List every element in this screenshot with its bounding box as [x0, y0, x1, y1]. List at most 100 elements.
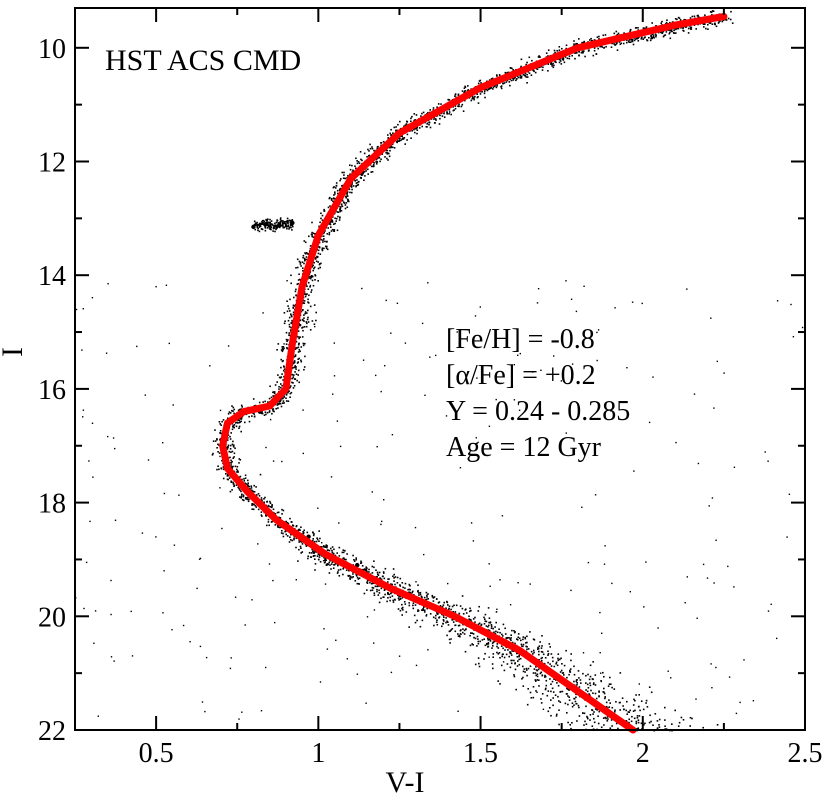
- star-point: [632, 43, 635, 46]
- star-point: [448, 607, 450, 610]
- star-point: [373, 594, 376, 596]
- star-point: [729, 18, 732, 21]
- star-point: [283, 322, 286, 325]
- star-point: [487, 626, 489, 628]
- star-point: [321, 542, 323, 544]
- star-point: [596, 359, 598, 362]
- star-point: [290, 226, 292, 229]
- star-point: [255, 486, 257, 488]
- star-point: [652, 34, 655, 36]
- star-point: [386, 600, 388, 603]
- star-point: [219, 409, 222, 412]
- star-point: [460, 633, 462, 635]
- star-point: [380, 587, 383, 590]
- star-point: [304, 241, 307, 244]
- star-point: [607, 685, 610, 687]
- star-point: [267, 222, 269, 224]
- star-point: [345, 558, 347, 561]
- star-point: [282, 379, 284, 381]
- star-point: [469, 607, 471, 610]
- star-point: [462, 613, 465, 615]
- star-point: [324, 557, 327, 560]
- star-point: [287, 391, 289, 394]
- star-point: [578, 686, 581, 688]
- star-point: [488, 621, 490, 624]
- star-point: [343, 174, 345, 176]
- star-point: [547, 49, 550, 51]
- star-point: [281, 384, 283, 387]
- star-point: [568, 696, 570, 698]
- star-point: [536, 68, 539, 70]
- star-point: [565, 280, 567, 282]
- star-point: [280, 220, 282, 223]
- star-point: [406, 139, 408, 141]
- star-point: [578, 38, 580, 40]
- star-point: [231, 428, 234, 431]
- star-point: [235, 484, 238, 486]
- star-point: [522, 685, 525, 687]
- star-point: [683, 30, 685, 32]
- star-point: [545, 687, 547, 690]
- star-point: [320, 217, 322, 220]
- star-point: [271, 412, 273, 415]
- star-point: [227, 413, 230, 415]
- star-point: [485, 620, 488, 623]
- star-point: [376, 161, 379, 163]
- star-point: [447, 582, 449, 585]
- x-tick-label: 0.5: [139, 738, 174, 769]
- star-point: [288, 228, 290, 230]
- star-point: [300, 359, 302, 362]
- star-point: [375, 374, 377, 377]
- star-point: [258, 226, 261, 228]
- star-point: [478, 622, 481, 625]
- star-point: [414, 119, 416, 121]
- star-point: [524, 636, 526, 639]
- star-point: [404, 582, 407, 585]
- star-point: [330, 226, 332, 228]
- star-point: [443, 616, 445, 619]
- star-point: [375, 585, 377, 588]
- star-point: [516, 78, 518, 80]
- star-point: [171, 629, 173, 631]
- star-point: [522, 645, 524, 648]
- star-point: [234, 596, 237, 598]
- star-point: [652, 724, 654, 726]
- star-point: [541, 635, 543, 637]
- star-point: [398, 595, 400, 598]
- star-point: [586, 716, 589, 719]
- star-point: [313, 262, 315, 264]
- star-point: [573, 43, 575, 45]
- star-point: [471, 643, 473, 645]
- star-point: [713, 407, 715, 409]
- star-point: [496, 74, 498, 76]
- star-point: [569, 669, 571, 672]
- star-point: [528, 56, 531, 59]
- star-point: [354, 180, 356, 182]
- star-point: [298, 381, 300, 384]
- star-point: [534, 71, 537, 74]
- star-point: [306, 312, 308, 314]
- star-point: [220, 424, 222, 426]
- star-point: [372, 164, 375, 166]
- star-point: [333, 229, 336, 231]
- star-point: [484, 88, 487, 91]
- star-point: [363, 179, 365, 181]
- star-point: [435, 119, 437, 121]
- star-point: [439, 117, 441, 120]
- star-point: [253, 223, 256, 226]
- star-point: [282, 509, 285, 512]
- star-point: [112, 437, 115, 439]
- star-point: [376, 575, 378, 578]
- star-point: [228, 411, 231, 413]
- star-point: [377, 594, 380, 596]
- star-point: [366, 156, 368, 158]
- y-tick-label: 12: [38, 147, 66, 178]
- star-point: [669, 21, 671, 24]
- star-point: [247, 482, 249, 484]
- star-point: [633, 698, 635, 701]
- star-point: [695, 698, 697, 700]
- star-point: [547, 55, 549, 57]
- star-point: [673, 29, 675, 32]
- star-point: [337, 571, 339, 573]
- star-point: [547, 70, 549, 72]
